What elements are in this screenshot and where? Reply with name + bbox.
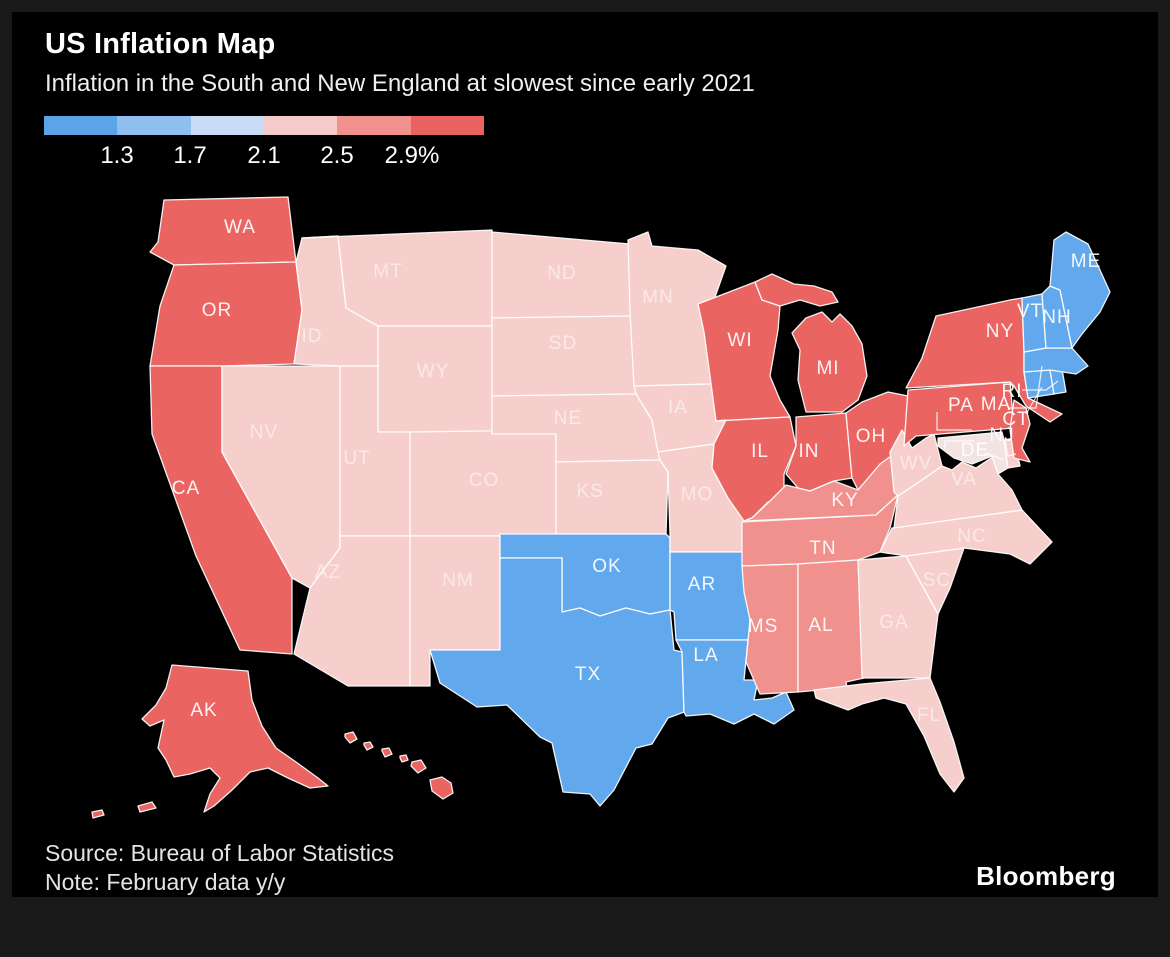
legend-color-segment: [44, 116, 118, 135]
state-label-nm: NM: [442, 570, 474, 591]
state-label-mt: MT: [373, 261, 402, 282]
page-title: US Inflation Map: [45, 28, 276, 60]
state-label-wa: WA: [224, 217, 256, 238]
state-label-oh: OH: [856, 426, 887, 447]
state-label-ne: NE: [554, 408, 582, 429]
state-label-co: CO: [469, 470, 500, 491]
chart-subtitle: Inflation in the South and New England a…: [45, 70, 755, 97]
state-label-al: AL: [808, 615, 833, 636]
state-label-vt: VT: [1017, 301, 1043, 322]
callout-leader-ct: [1025, 386, 1043, 415]
state-label-mi: MI: [816, 358, 839, 379]
state-label-va: VA: [951, 469, 977, 490]
state-label-nd: ND: [547, 263, 576, 284]
state-ak: [91, 664, 329, 819]
state-me: [1049, 231, 1111, 349]
state-ma: [1023, 347, 1089, 375]
legend-tick-label: 1.7: [173, 142, 207, 169]
callout-label-nj: NJ: [989, 425, 1014, 446]
callout-leader-de: [984, 452, 1005, 461]
state-label-wi: WI: [727, 330, 752, 351]
state-label-az: AZ: [315, 562, 341, 583]
legend-color-segment: [190, 116, 264, 135]
source-text: Source: Bureau of Labor Statistics: [45, 840, 395, 866]
state-label-ks: KS: [576, 481, 603, 502]
callout-label-de: DE: [961, 440, 989, 461]
state-label-ok: OK: [592, 556, 621, 577]
callout-leader-ri: [1022, 380, 1059, 391]
legend-tick-label: 2.5: [320, 142, 354, 169]
legend-color-segment: [263, 116, 338, 135]
callout-leader-nj: [1004, 439, 1017, 457]
state-label-nv: NV: [250, 422, 278, 443]
state-fl: [813, 677, 965, 793]
state-label-tn: TN: [809, 538, 836, 559]
callout-leader-ma: [1008, 365, 1043, 409]
callout-label-ma: MA: [981, 394, 1012, 415]
state-la: [675, 639, 795, 725]
callout-leader-extra: [936, 412, 972, 431]
state-label-pa: PA: [948, 395, 974, 416]
legend-color-segment: [337, 116, 411, 135]
state-label-fl: FL: [917, 705, 941, 726]
state-label-nh: NH: [1042, 307, 1071, 328]
state-label-ut: UT: [343, 448, 370, 469]
state-label-il: IL: [751, 441, 769, 462]
legend-tick-label: 2.1: [247, 142, 281, 169]
legend-color-segment: [410, 116, 484, 135]
state-label-ar: AR: [688, 574, 716, 595]
state-label-or: OR: [202, 300, 233, 321]
state-label-id: ID: [302, 326, 323, 347]
state-md: [937, 431, 1009, 475]
state-label-sd: SD: [549, 333, 577, 354]
state-label-me: ME: [1071, 251, 1102, 272]
state-label-ky: KY: [831, 490, 858, 511]
state-label-mn: MN: [642, 287, 674, 308]
state-label-ak: AK: [190, 700, 217, 721]
callout-leader-extra: [944, 440, 974, 449]
state-label-ny: NY: [986, 321, 1014, 342]
callout-label-ct: CT: [1002, 409, 1029, 430]
state-label-mo: MO: [681, 484, 714, 505]
legend-tick-label: 2.9%: [384, 142, 440, 169]
state-label-nc: NC: [957, 526, 986, 547]
state-label-sc: SC: [923, 570, 951, 591]
note-text: Note: February data y/y: [45, 869, 286, 895]
state-label-tx: TX: [575, 664, 601, 685]
state-label-wv: WV: [900, 453, 933, 474]
state-hi: [344, 731, 454, 800]
state-label-ca: CA: [172, 478, 200, 499]
color-scale-legend: [44, 116, 484, 135]
state-label-la: LA: [693, 645, 718, 666]
state-nj: [1009, 399, 1031, 463]
state-ga: [857, 555, 939, 679]
callout-label-ri: RI: [1002, 381, 1023, 402]
state-label-in: IN: [799, 441, 820, 462]
state-label-wy: WY: [417, 361, 450, 382]
legend-color-segment: [117, 116, 191, 135]
state-mi: [754, 273, 868, 413]
state-tx: [429, 557, 685, 807]
bloomberg-logo: Bloomberg: [976, 861, 1116, 891]
state-wa: [149, 196, 297, 266]
state-label-ia: IA: [668, 397, 688, 418]
state-label-ga: GA: [879, 612, 908, 633]
legend-tick-label: 1.3: [100, 142, 134, 169]
state-sd: [491, 315, 637, 397]
state-label-ms: MS: [748, 616, 779, 637]
state-ks: [555, 459, 669, 535]
state-wv: [889, 429, 943, 497]
